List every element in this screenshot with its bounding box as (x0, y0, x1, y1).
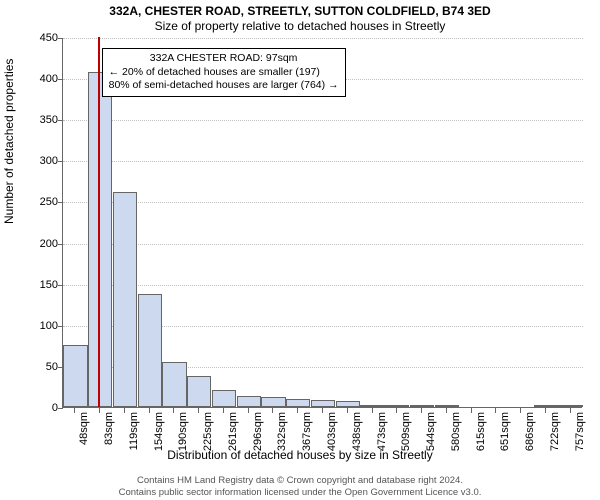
gridline (63, 202, 583, 203)
histogram-bar (534, 405, 558, 407)
x-tick-mark (248, 408, 249, 413)
y-axis-label: Number of detached properties (2, 59, 16, 224)
histogram-bar (162, 362, 186, 407)
y-tick-mark (58, 38, 63, 39)
footer-line-2: Contains public sector information licen… (0, 487, 600, 498)
gridline (63, 161, 583, 162)
histogram-bar (237, 396, 261, 407)
footer-line-1: Contains HM Land Registry data © Crown c… (0, 475, 600, 486)
x-tick-mark (396, 408, 397, 413)
y-tick-label: 250 (22, 196, 58, 208)
y-tick-mark (58, 326, 63, 327)
x-tick-mark (570, 408, 571, 413)
x-tick-mark (322, 408, 323, 413)
info-box-line: 80% of semi-detached houses are larger (… (109, 79, 339, 93)
x-tick-mark (124, 408, 125, 413)
y-tick-mark (58, 79, 63, 80)
x-tick-mark (520, 408, 521, 413)
y-tick-label: 100 (22, 320, 58, 332)
property-info-box: 332A CHESTER ROAD: 97sqm← 20% of detache… (102, 48, 346, 97)
y-tick-label: 200 (22, 238, 58, 250)
y-tick-mark (58, 202, 63, 203)
chart-container: 332A, CHESTER ROAD, STREETLY, SUTTON COL… (0, 0, 600, 500)
y-tick-label: 50 (22, 361, 58, 373)
histogram-bar (113, 192, 137, 407)
y-tick-label: 150 (22, 279, 58, 291)
y-tick-label: 350 (22, 114, 58, 126)
y-tick-mark (58, 120, 63, 121)
x-tick-mark (198, 408, 199, 413)
y-tick-mark (58, 408, 63, 409)
x-tick-mark (173, 408, 174, 413)
x-tick-mark (223, 408, 224, 413)
x-axis-label: Distribution of detached houses by size … (0, 448, 600, 462)
x-tick-mark (297, 408, 298, 413)
y-tick-label: 0 (22, 402, 58, 414)
x-tick-mark (74, 408, 75, 413)
gridline (63, 38, 583, 39)
y-tick-label: 300 (22, 155, 58, 167)
x-tick-mark (495, 408, 496, 413)
x-tick-mark (347, 408, 348, 413)
histogram-bar (63, 345, 87, 407)
x-tick-mark (471, 408, 472, 413)
x-tick-mark (149, 408, 150, 413)
x-tick-mark (372, 408, 373, 413)
info-box-line: ← 20% of detached houses are smaller (19… (109, 66, 339, 80)
histogram-bar (286, 399, 310, 407)
gridline (63, 244, 583, 245)
histogram-bar (385, 405, 409, 407)
y-tick-label: 400 (22, 73, 58, 85)
histogram-bar (410, 405, 434, 407)
y-tick-mark (58, 161, 63, 162)
histogram-bar (558, 405, 582, 407)
histogram-bar (261, 397, 285, 407)
x-tick-mark (545, 408, 546, 413)
x-tick-mark (446, 408, 447, 413)
histogram-bar (311, 400, 335, 407)
gridline (63, 285, 583, 286)
chart-title-main: 332A, CHESTER ROAD, STREETLY, SUTTON COL… (0, 0, 600, 18)
histogram-bar (187, 376, 211, 407)
x-tick-mark (99, 408, 100, 413)
histogram-bar (212, 390, 236, 407)
chart-title-sub: Size of property relative to detached ho… (0, 18, 600, 33)
histogram-bar (360, 405, 384, 407)
histogram-bar (336, 401, 360, 407)
y-tick-mark (58, 244, 63, 245)
plot-zone: 05010015020025030035040045048sqm83sqm119… (62, 38, 582, 408)
histogram-bar (138, 294, 162, 407)
x-tick-mark (421, 408, 422, 413)
property-marker-line (98, 37, 100, 407)
y-tick-label: 450 (22, 32, 58, 44)
y-tick-mark (58, 285, 63, 286)
gridline (63, 120, 583, 121)
x-tick-mark (272, 408, 273, 413)
histogram-bar (435, 405, 459, 407)
info-box-line: 332A CHESTER ROAD: 97sqm (109, 52, 339, 66)
footer-attribution: Contains HM Land Registry data © Crown c… (0, 475, 600, 498)
histogram-bar (88, 72, 112, 407)
